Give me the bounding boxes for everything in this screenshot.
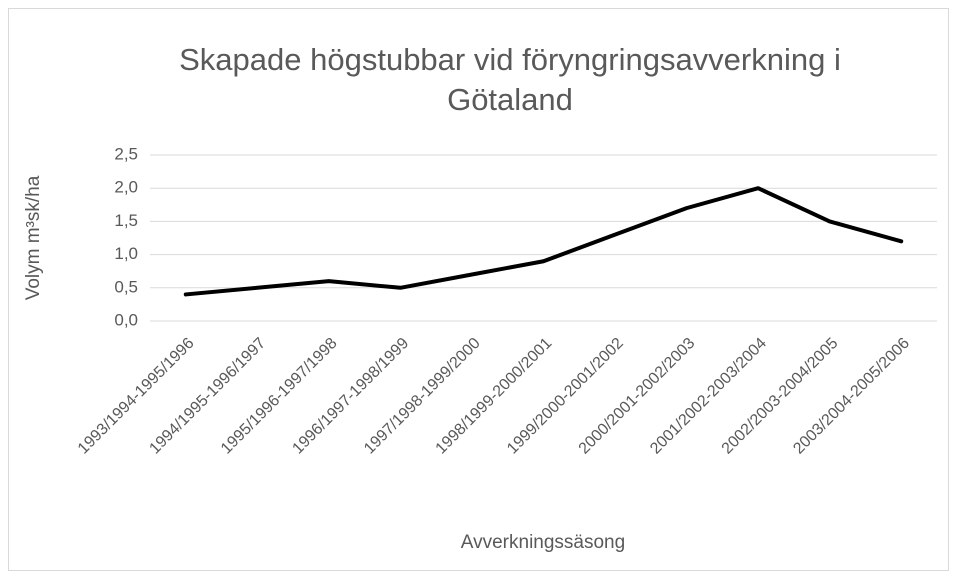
y-tick-label: 1,0 bbox=[114, 244, 138, 263]
x-tick-label: 1999/2000-2001/2002 bbox=[504, 335, 627, 458]
chart-frame bbox=[8, 8, 949, 571]
x-tick-label: 1993/1994-1995/1996 bbox=[75, 335, 198, 458]
x-tick-label: 1996/1997-1998/1999 bbox=[289, 335, 412, 458]
x-tick-label: 1997/1998-1999/2000 bbox=[361, 335, 484, 458]
x-tick-label: 2000/2001-2002/2003 bbox=[576, 335, 699, 458]
y-tick-label: 0,5 bbox=[114, 277, 138, 296]
x-tick-label: 1995/1996-1997/1998 bbox=[218, 335, 341, 458]
x-tick-label: 2003/2004-2005/2006 bbox=[790, 335, 913, 458]
line-series bbox=[183, 186, 904, 297]
x-tick-label: 2001/2002-2003/2004 bbox=[647, 335, 770, 458]
x-tick-label: 2002/2003-2004/2005 bbox=[719, 335, 842, 458]
y-tick-label: 2,5 bbox=[114, 144, 138, 163]
chart-title: Skapade högstubbar vid föryngringsavverk… bbox=[179, 42, 841, 117]
x-tick-label: 1998/1999-2000/2001 bbox=[433, 335, 556, 458]
x-tick-label: 1994/1995-1996/1997 bbox=[146, 335, 269, 458]
y-axis-label: Volym m³sk/ha bbox=[23, 175, 44, 300]
x-axis-label: Avverkningssäsong bbox=[461, 532, 625, 553]
y-tick-label: 0,0 bbox=[114, 310, 138, 329]
y-tick-label: 1,5 bbox=[114, 211, 138, 230]
y-tick-label: 2,0 bbox=[114, 178, 138, 197]
